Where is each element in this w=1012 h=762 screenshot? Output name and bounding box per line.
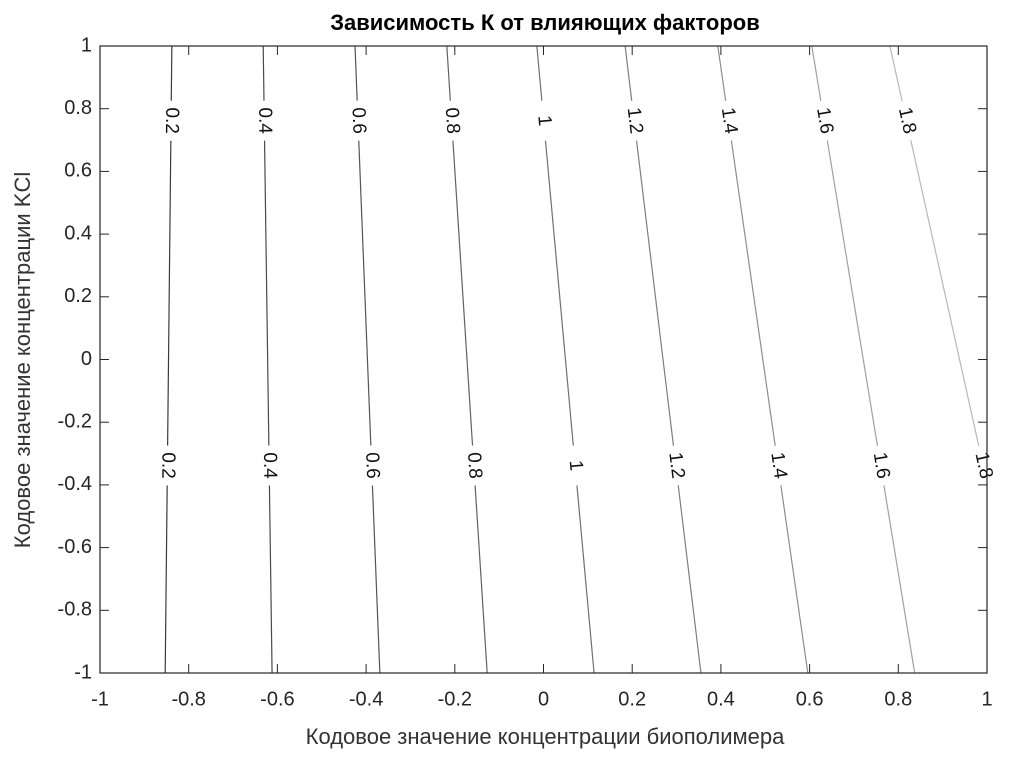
- contour-line: [164, 45, 173, 674]
- x-tick-label: 0: [538, 688, 549, 710]
- y-tick-label: -1: [74, 661, 92, 683]
- contour-label-bg: [620, 99, 648, 142]
- x-tick-label: 0.4: [707, 688, 735, 710]
- contour-label: 1: [565, 459, 587, 471]
- contour-label: 1: [533, 114, 555, 126]
- contour-label: 0.2: [157, 452, 178, 479]
- contour-label: 0.6: [347, 107, 369, 134]
- contour-label: 1.2: [623, 106, 647, 135]
- contour-label: 1.2: [664, 451, 688, 480]
- contour-label: 0.8: [463, 452, 486, 480]
- contour-label-bg: [252, 100, 276, 141]
- contour-line: [536, 45, 595, 674]
- contour-label: 0.8: [441, 107, 464, 135]
- y-tick-label: 0.6: [64, 160, 92, 182]
- x-axis-label: Кодовое значение концентрации биополимер…: [306, 724, 785, 749]
- contour-label-bg: [891, 98, 922, 143]
- contour-label: 1.6: [869, 451, 894, 480]
- contour-label-bg: [257, 445, 281, 486]
- y-axis-label: Кодовое значение концентрации KCl: [10, 172, 35, 548]
- contour-label: 0.4: [254, 107, 275, 134]
- contour-label-bg: [662, 444, 690, 487]
- chart-title: Зависимость К от влияющих факторов: [330, 10, 760, 35]
- x-tick-label: 0.2: [618, 688, 646, 710]
- contour-label: 0.2: [161, 107, 182, 134]
- x-tick-label: 0.8: [884, 688, 912, 710]
- contour-label-bg: [562, 444, 588, 487]
- x-tick-label: -0.6: [260, 688, 294, 710]
- x-tick-label: 1: [981, 688, 992, 710]
- y-tick-label: -0.4: [58, 473, 92, 495]
- contour-label: 1.4: [766, 451, 791, 481]
- y-tick-label: 0: [81, 348, 92, 370]
- contour-label-bg: [866, 444, 895, 488]
- y-tick-label: -0.8: [58, 599, 92, 621]
- contour-label-bg: [359, 445, 384, 486]
- contour-label: 0.4: [259, 452, 280, 479]
- contour-label: 1.6: [812, 106, 837, 135]
- contour-label-bg: [809, 99, 839, 143]
- contour-line: [262, 45, 273, 674]
- contour-label-bg: [968, 443, 999, 488]
- y-tick-label: 0.4: [64, 222, 92, 244]
- contour-label-bg: [156, 445, 179, 486]
- y-tick-label: 1: [81, 34, 92, 56]
- contour-line: [717, 45, 809, 674]
- x-tick-label: 0.6: [796, 688, 824, 710]
- contour-label: 0.6: [361, 452, 383, 479]
- x-tick-label: -0.2: [438, 688, 472, 710]
- contour-label-bg: [439, 100, 464, 142]
- x-tick-label: -0.4: [349, 688, 383, 710]
- y-tick-label: -0.2: [58, 410, 92, 432]
- contour-label-bg: [714, 99, 743, 143]
- contour-label: 1.4: [717, 106, 742, 136]
- x-tick-label: -0.8: [171, 688, 205, 710]
- contour-line: [354, 45, 381, 674]
- contour-line: [811, 45, 916, 674]
- contour-label-bg: [159, 100, 183, 141]
- x-tick-label: -1: [91, 688, 109, 710]
- y-tick-label: -0.6: [58, 536, 92, 558]
- contour-line: [624, 45, 702, 674]
- contour-label-bg: [461, 444, 487, 487]
- y-tick-label: 0.8: [64, 97, 92, 119]
- contour-line: [446, 45, 488, 674]
- contour-label-bg: [346, 100, 370, 142]
- y-tick-label: 0.2: [64, 285, 92, 307]
- contour-label-bg: [764, 444, 792, 487]
- contour-label-bg: [530, 99, 557, 142]
